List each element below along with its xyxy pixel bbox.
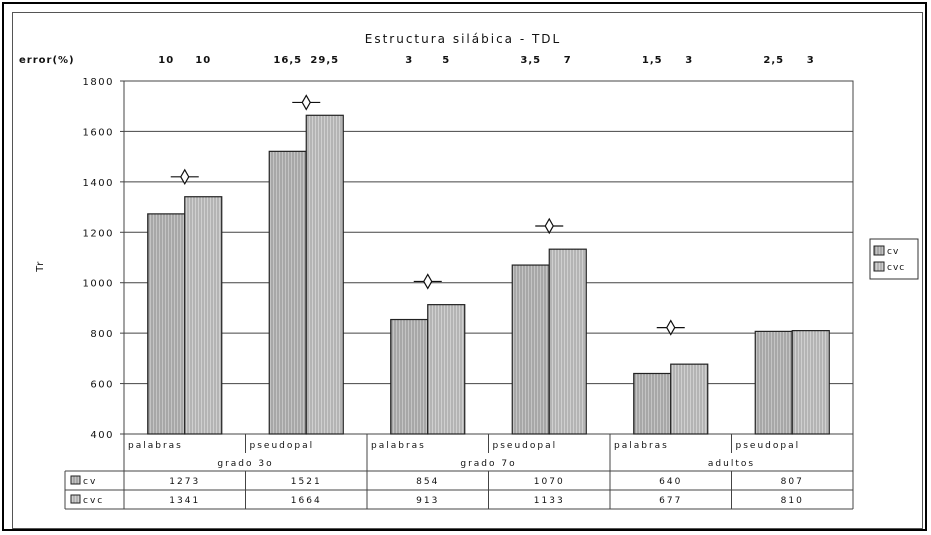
legend-box (869, 238, 919, 280)
y-tick-label: 400 (90, 430, 114, 441)
gridlines (123, 80, 854, 435)
category-label: palabras (371, 441, 426, 451)
group-label: adultos (708, 459, 755, 469)
chart-title: Estructura silábica - TDL (365, 32, 561, 46)
category-label: pseudopal (736, 441, 801, 451)
legend-swatch-cvc (873, 261, 885, 272)
chart-area: Estructura silábica - TDL error(%) Tr 40… (12, 12, 923, 529)
bar-cv (147, 213, 186, 435)
significance-markers (170, 94, 685, 336)
bar-cvc (184, 196, 223, 435)
data-label-cv: 640 (659, 477, 682, 487)
error-label-cvc: 29,5 (310, 55, 339, 66)
bar-cv (511, 264, 550, 435)
legend: cv cvc (869, 238, 919, 280)
error-label-cv: 16,5 (273, 55, 302, 66)
error-label-cv: 3,5 (520, 55, 541, 66)
y-tick-label: 1800 (83, 77, 114, 88)
significance-marker (535, 217, 564, 235)
y-axis-ticks: 400 600 800 1000 1200 1400 1600 1800 (83, 77, 124, 441)
data-label-cvc: 1133 (534, 496, 565, 506)
error-label-cvc: 5 (442, 55, 450, 66)
category-label: pseudopal (250, 441, 315, 451)
bar-cvc (791, 330, 830, 435)
y-tick-label: 1400 (83, 178, 114, 189)
table-series-label: cvc (83, 496, 104, 506)
bar-cv (754, 330, 793, 435)
data-label-cv: 854 (416, 477, 439, 487)
y-tick-label: 800 (90, 329, 114, 340)
bar-cvc (548, 248, 587, 435)
category-label: palabras (128, 441, 183, 451)
bar-cvc (427, 304, 466, 435)
data-label-cvc: 913 (416, 496, 439, 506)
significance-marker (656, 319, 685, 336)
chart-svg: Estructura silábica - TDL error(%) Tr 40… (19, 32, 919, 510)
plot-border (123, 80, 854, 435)
legend-label: cv (887, 247, 899, 257)
error-label-cv: 10 (158, 55, 174, 66)
bar-cv (268, 150, 307, 435)
error-labels: 10 10 16,5 29,5 3 5 3,5 7 1,5 3 2,5 3 (158, 55, 815, 66)
data-label-cv: 1273 (169, 477, 200, 487)
group-label: grado 7o (460, 459, 516, 469)
category-label: palabras (614, 441, 669, 451)
error-label-cvc: 3 (685, 55, 693, 66)
y-tick-label: 600 (90, 380, 114, 391)
significance-marker (170, 168, 199, 186)
data-label-cv: 1521 (291, 477, 322, 487)
bar-cvc (305, 114, 344, 435)
error-row-label: error(%) (19, 55, 75, 66)
data-label-cvc: 677 (659, 496, 682, 506)
data-label-cv: 807 (781, 477, 804, 487)
data-label-cvc: 1341 (169, 496, 200, 506)
bar-cv (633, 372, 672, 435)
significance-marker (413, 273, 442, 290)
data-label-cvc: 1664 (291, 496, 322, 506)
y-axis-label: Tr (35, 260, 46, 273)
legend-swatch-cv (873, 245, 885, 256)
table-series-label: cv (83, 477, 97, 487)
significance-marker (292, 94, 321, 111)
bar-cv (390, 318, 429, 435)
error-label-cvc: 7 (564, 55, 572, 66)
y-tick-label: 1600 (83, 127, 114, 138)
data-label-cvc: 810 (781, 496, 804, 506)
data-label-cv: 1070 (534, 477, 565, 487)
y-tick-label: 1200 (83, 228, 114, 239)
error-label-cv: 2,5 (763, 55, 784, 66)
error-label-cv: 3 (405, 55, 413, 66)
y-tick-label: 1000 (83, 279, 114, 290)
bar-cvc (670, 363, 709, 435)
group-label: grado 3o (217, 459, 273, 469)
table-key-cv (70, 475, 81, 485)
bars (147, 114, 830, 435)
legend-label: cvc (887, 263, 905, 273)
category-label: pseudopal (493, 441, 558, 451)
error-label-cvc: 10 (195, 55, 211, 66)
error-label-cvc: 3 (807, 55, 815, 66)
data-table: palabras pseudopal palabras pseudopal palabr… (64, 434, 854, 510)
error-label-cv: 1,5 (642, 55, 663, 66)
table-key-cvc (70, 494, 81, 504)
